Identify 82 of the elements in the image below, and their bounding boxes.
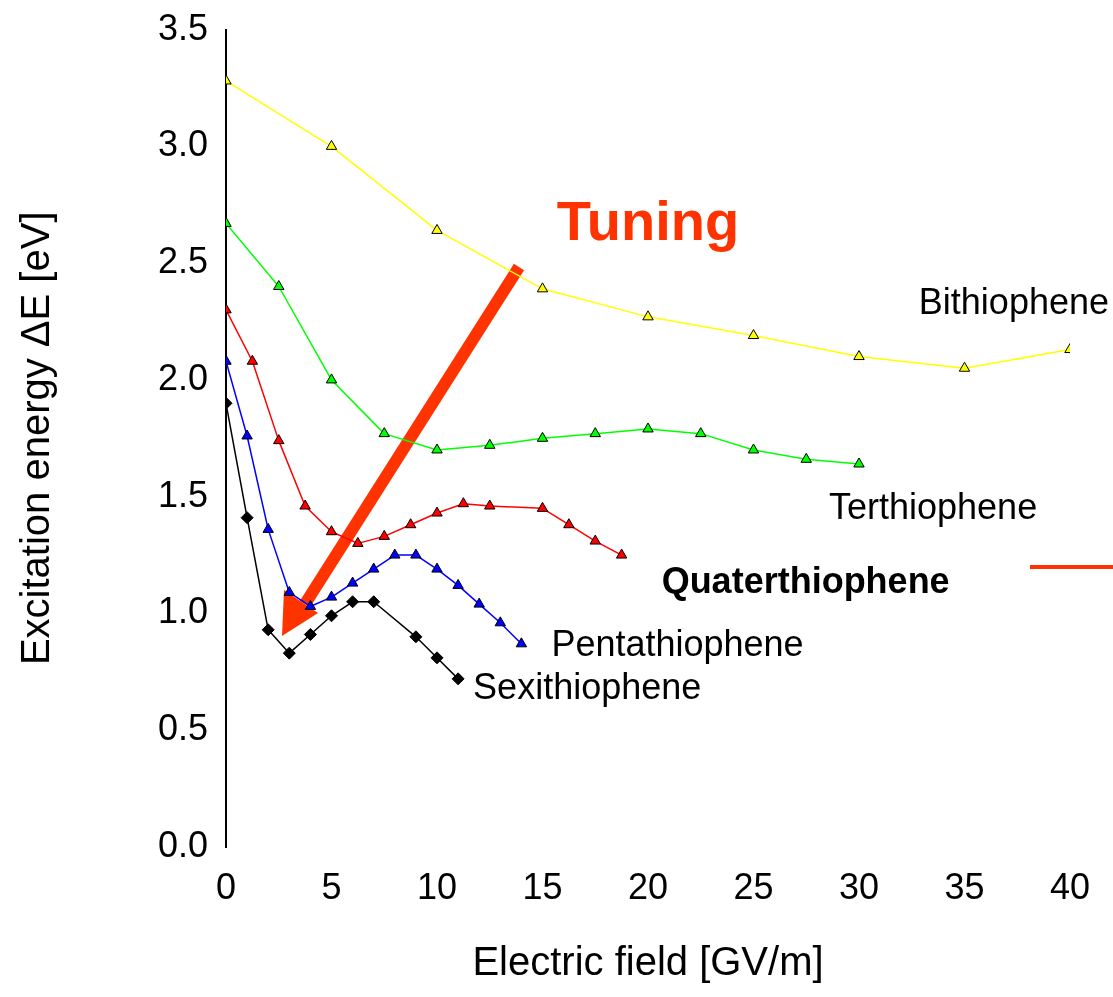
- point: [241, 429, 253, 440]
- point: [484, 499, 496, 510]
- point: [273, 434, 285, 445]
- x-tick-label: 5: [321, 865, 342, 907]
- point: [853, 350, 865, 361]
- point: [747, 443, 760, 454]
- x-tick-label: 15: [522, 865, 563, 907]
- point: [299, 499, 311, 510]
- point: [325, 525, 338, 536]
- x-tick-label: 25: [733, 865, 774, 907]
- series-label: Bithiophene: [918, 281, 1110, 323]
- x-tick-label: 35: [944, 865, 985, 907]
- point: [303, 627, 317, 641]
- y-tick-label: 3.0: [157, 123, 208, 165]
- point: [473, 597, 485, 608]
- y-tick-label: 1.0: [157, 590, 208, 632]
- point: [515, 637, 528, 648]
- point: [494, 616, 506, 627]
- point: [431, 562, 443, 573]
- point: [246, 354, 259, 365]
- point: [378, 529, 390, 540]
- y-tick-label: 3.5: [157, 6, 208, 48]
- point: [589, 427, 601, 438]
- y-tick-label: 0.0: [157, 823, 208, 865]
- point: [261, 623, 275, 637]
- x-tick-label: 30: [838, 865, 880, 907]
- point: [378, 427, 390, 438]
- series-label: Quaterthiophene: [661, 559, 950, 601]
- series-label: Pentathiophene: [551, 622, 804, 664]
- y-tick-label: 1.5: [157, 473, 208, 515]
- annotation: Tuning: [556, 189, 740, 253]
- point: [642, 310, 654, 321]
- point: [536, 501, 549, 512]
- point: [747, 329, 760, 340]
- point: [431, 506, 443, 517]
- point: [325, 590, 338, 601]
- x-tick-label: 40: [1049, 865, 1091, 907]
- point: [282, 646, 296, 660]
- y-tick-label: 2.0: [157, 356, 208, 398]
- point: [410, 548, 422, 559]
- point: [325, 373, 338, 384]
- point: [273, 280, 285, 290]
- point: [346, 595, 360, 609]
- point: [800, 452, 812, 463]
- point: [367, 595, 381, 609]
- series-label: Terthiophene: [829, 485, 1038, 527]
- point: [615, 548, 628, 559]
- point: [853, 457, 865, 468]
- x-tick-label: 20: [627, 865, 669, 907]
- point: [484, 438, 496, 449]
- point: [283, 585, 295, 596]
- point: [304, 599, 317, 610]
- point: [352, 536, 364, 547]
- point: [536, 282, 549, 293]
- point: [451, 672, 465, 686]
- point: [457, 497, 470, 508]
- x-axis-title: Electric field [GV/m]: [472, 939, 824, 984]
- point: [389, 548, 401, 559]
- x-tick-label: 10: [416, 865, 458, 907]
- point: [430, 651, 444, 665]
- y-tick-label: 0.5: [157, 707, 208, 749]
- point: [368, 562, 380, 573]
- point: [325, 139, 338, 150]
- point: [404, 518, 417, 529]
- point: [563, 518, 575, 529]
- point: [642, 422, 654, 433]
- point: [240, 511, 254, 525]
- point: [325, 609, 338, 623]
- y-axis-title: Excitation energy ΔE [eV]: [13, 211, 58, 666]
- x-tick-label: 0: [215, 865, 237, 907]
- point: [589, 534, 601, 545]
- point: [431, 443, 443, 454]
- point: [262, 522, 274, 533]
- point: [431, 223, 443, 234]
- point: [452, 578, 464, 589]
- point: [409, 630, 423, 644]
- series-label: Sexithiophene: [473, 665, 702, 707]
- point: [346, 576, 359, 587]
- y-tick-label: 2.5: [157, 240, 208, 282]
- point: [695, 427, 707, 438]
- point: [958, 361, 971, 372]
- point: [536, 431, 549, 442]
